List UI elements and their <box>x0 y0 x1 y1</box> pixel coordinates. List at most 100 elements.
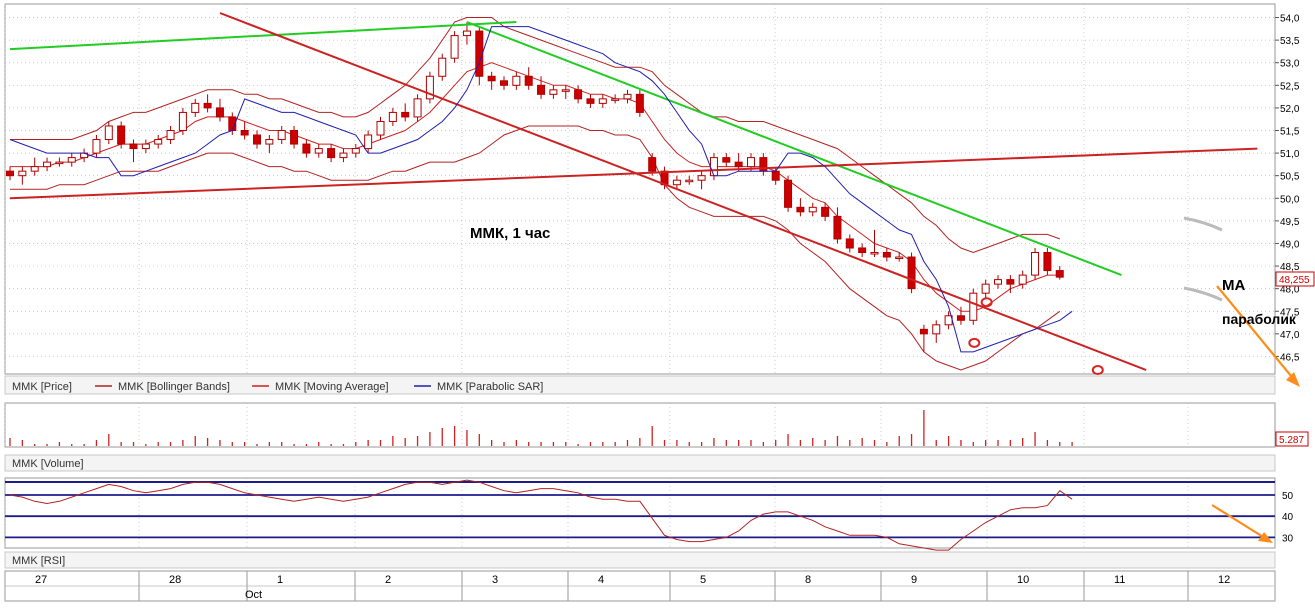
candle-body <box>796 206 805 213</box>
candle-body <box>351 148 360 154</box>
rsi-line <box>9 479 1073 551</box>
candle-body <box>92 139 101 154</box>
price-tick-label: 54,0 <box>1280 14 1300 25</box>
volume-last-label: 5.287 <box>1279 435 1304 446</box>
last-price-box <box>1275 271 1315 287</box>
day-label: 28 <box>169 574 181 586</box>
price-tick-label: 48,0 <box>1280 285 1300 296</box>
candle-body <box>191 102 200 113</box>
day-label: 10 <box>1017 574 1029 586</box>
candle-body <box>611 98 620 101</box>
day-label: 11 <box>1114 574 1125 586</box>
candle-body <box>919 328 928 335</box>
candle-body <box>895 256 904 260</box>
candle-body <box>302 143 311 154</box>
rsi-plot-frame <box>4 477 1276 549</box>
candle-body <box>339 152 348 159</box>
candle-body <box>882 252 891 258</box>
candle-body <box>30 166 39 172</box>
candle-body <box>413 98 422 118</box>
day-label: 5 <box>700 574 706 586</box>
legend-price: MMK [Price] <box>12 381 72 393</box>
candle-body <box>290 129 299 145</box>
candle-body <box>623 93 632 100</box>
candle-body <box>722 157 731 163</box>
bollinger-lower-line <box>10 125 1061 371</box>
candle-body <box>574 89 583 100</box>
candle-body <box>487 75 496 82</box>
candle-body <box>18 170 27 177</box>
trend-line-red <box>219 12 1147 371</box>
legend-moving-average: MMK [Moving Average] <box>275 381 389 393</box>
candle-body <box>6 170 14 177</box>
candle-body <box>537 84 546 95</box>
candle-body <box>870 252 879 255</box>
annotation-ma: MA <box>1222 277 1245 294</box>
price-tick-label: 52,5 <box>1280 81 1300 92</box>
rsi-legend: MMK [RSI] <box>12 555 65 567</box>
day-label: 27 <box>35 574 47 586</box>
projection-stroke <box>1183 216 1223 232</box>
price-tick-label: 49,0 <box>1280 239 1300 250</box>
price-tick-label: 50,0 <box>1280 194 1300 205</box>
forecast-arrow-head <box>1286 372 1300 387</box>
candle-body <box>43 161 52 168</box>
legend-background <box>4 375 1276 395</box>
candle-body <box>129 143 138 150</box>
volume-legend: MMK [Volume] <box>12 458 84 470</box>
candle-body <box>994 279 1002 285</box>
day-label: 3 <box>492 574 498 586</box>
candle-body <box>117 125 126 145</box>
candle-body <box>981 283 990 294</box>
candle-body <box>1043 252 1052 272</box>
candle-body <box>141 143 150 150</box>
forecast-arrow <box>1216 285 1297 383</box>
candle-body <box>709 157 718 177</box>
candle-body <box>388 111 397 122</box>
rsi-forecast-arrow-head <box>1258 532 1273 543</box>
day-label: 1 <box>277 574 283 586</box>
day-label: 9 <box>911 574 917 586</box>
candle-body <box>808 206 817 213</box>
candle-body <box>500 80 508 86</box>
candle-body <box>364 134 373 150</box>
legend-bollinger: MMK [Bollinger Bands] <box>118 381 230 393</box>
candle-body <box>586 98 595 104</box>
candle-body <box>672 179 681 186</box>
candle-body <box>1006 279 1015 285</box>
candle-body <box>549 89 558 95</box>
price-tick-label: 51,5 <box>1280 126 1300 137</box>
candle-body <box>969 292 978 321</box>
highlight-circle-marker <box>980 297 993 308</box>
candle-body <box>154 139 163 145</box>
candle-body <box>425 75 434 100</box>
candle-body <box>956 315 965 321</box>
month-label: Oct <box>245 589 262 601</box>
candle-body <box>215 107 224 118</box>
price-tick-label: 53,5 <box>1280 36 1300 47</box>
trend-line-green <box>466 21 1122 277</box>
candle-body <box>1031 252 1040 276</box>
price-tick-label: 53,0 <box>1280 59 1300 70</box>
candle-body <box>462 30 471 37</box>
candle-body <box>438 57 447 77</box>
price-tick-label: 46,5 <box>1280 352 1300 363</box>
candle-body <box>648 157 657 172</box>
volume-panel: 5.287 MMK [Volume] <box>4 402 1309 472</box>
candle-body <box>858 247 867 254</box>
trend-line-green <box>9 21 517 51</box>
price-tick-label: 51,0 <box>1280 149 1300 160</box>
candle-body <box>833 215 842 240</box>
rsi-legend-background <box>4 551 1276 569</box>
candle-body <box>1018 274 1027 285</box>
candle-body <box>821 206 830 217</box>
legend-parabolic-sar: MMK [Parabolic SAR] <box>437 381 543 393</box>
time-axis: 27 28 1 2 3 4 5 8 9 10 11 12 Oct <box>4 570 1276 602</box>
last-price-label: 48,255 <box>1279 275 1310 286</box>
candle-body <box>1055 270 1064 278</box>
volume-plot-frame <box>4 402 1276 448</box>
candle-body <box>314 148 323 154</box>
candle-body <box>265 139 274 145</box>
